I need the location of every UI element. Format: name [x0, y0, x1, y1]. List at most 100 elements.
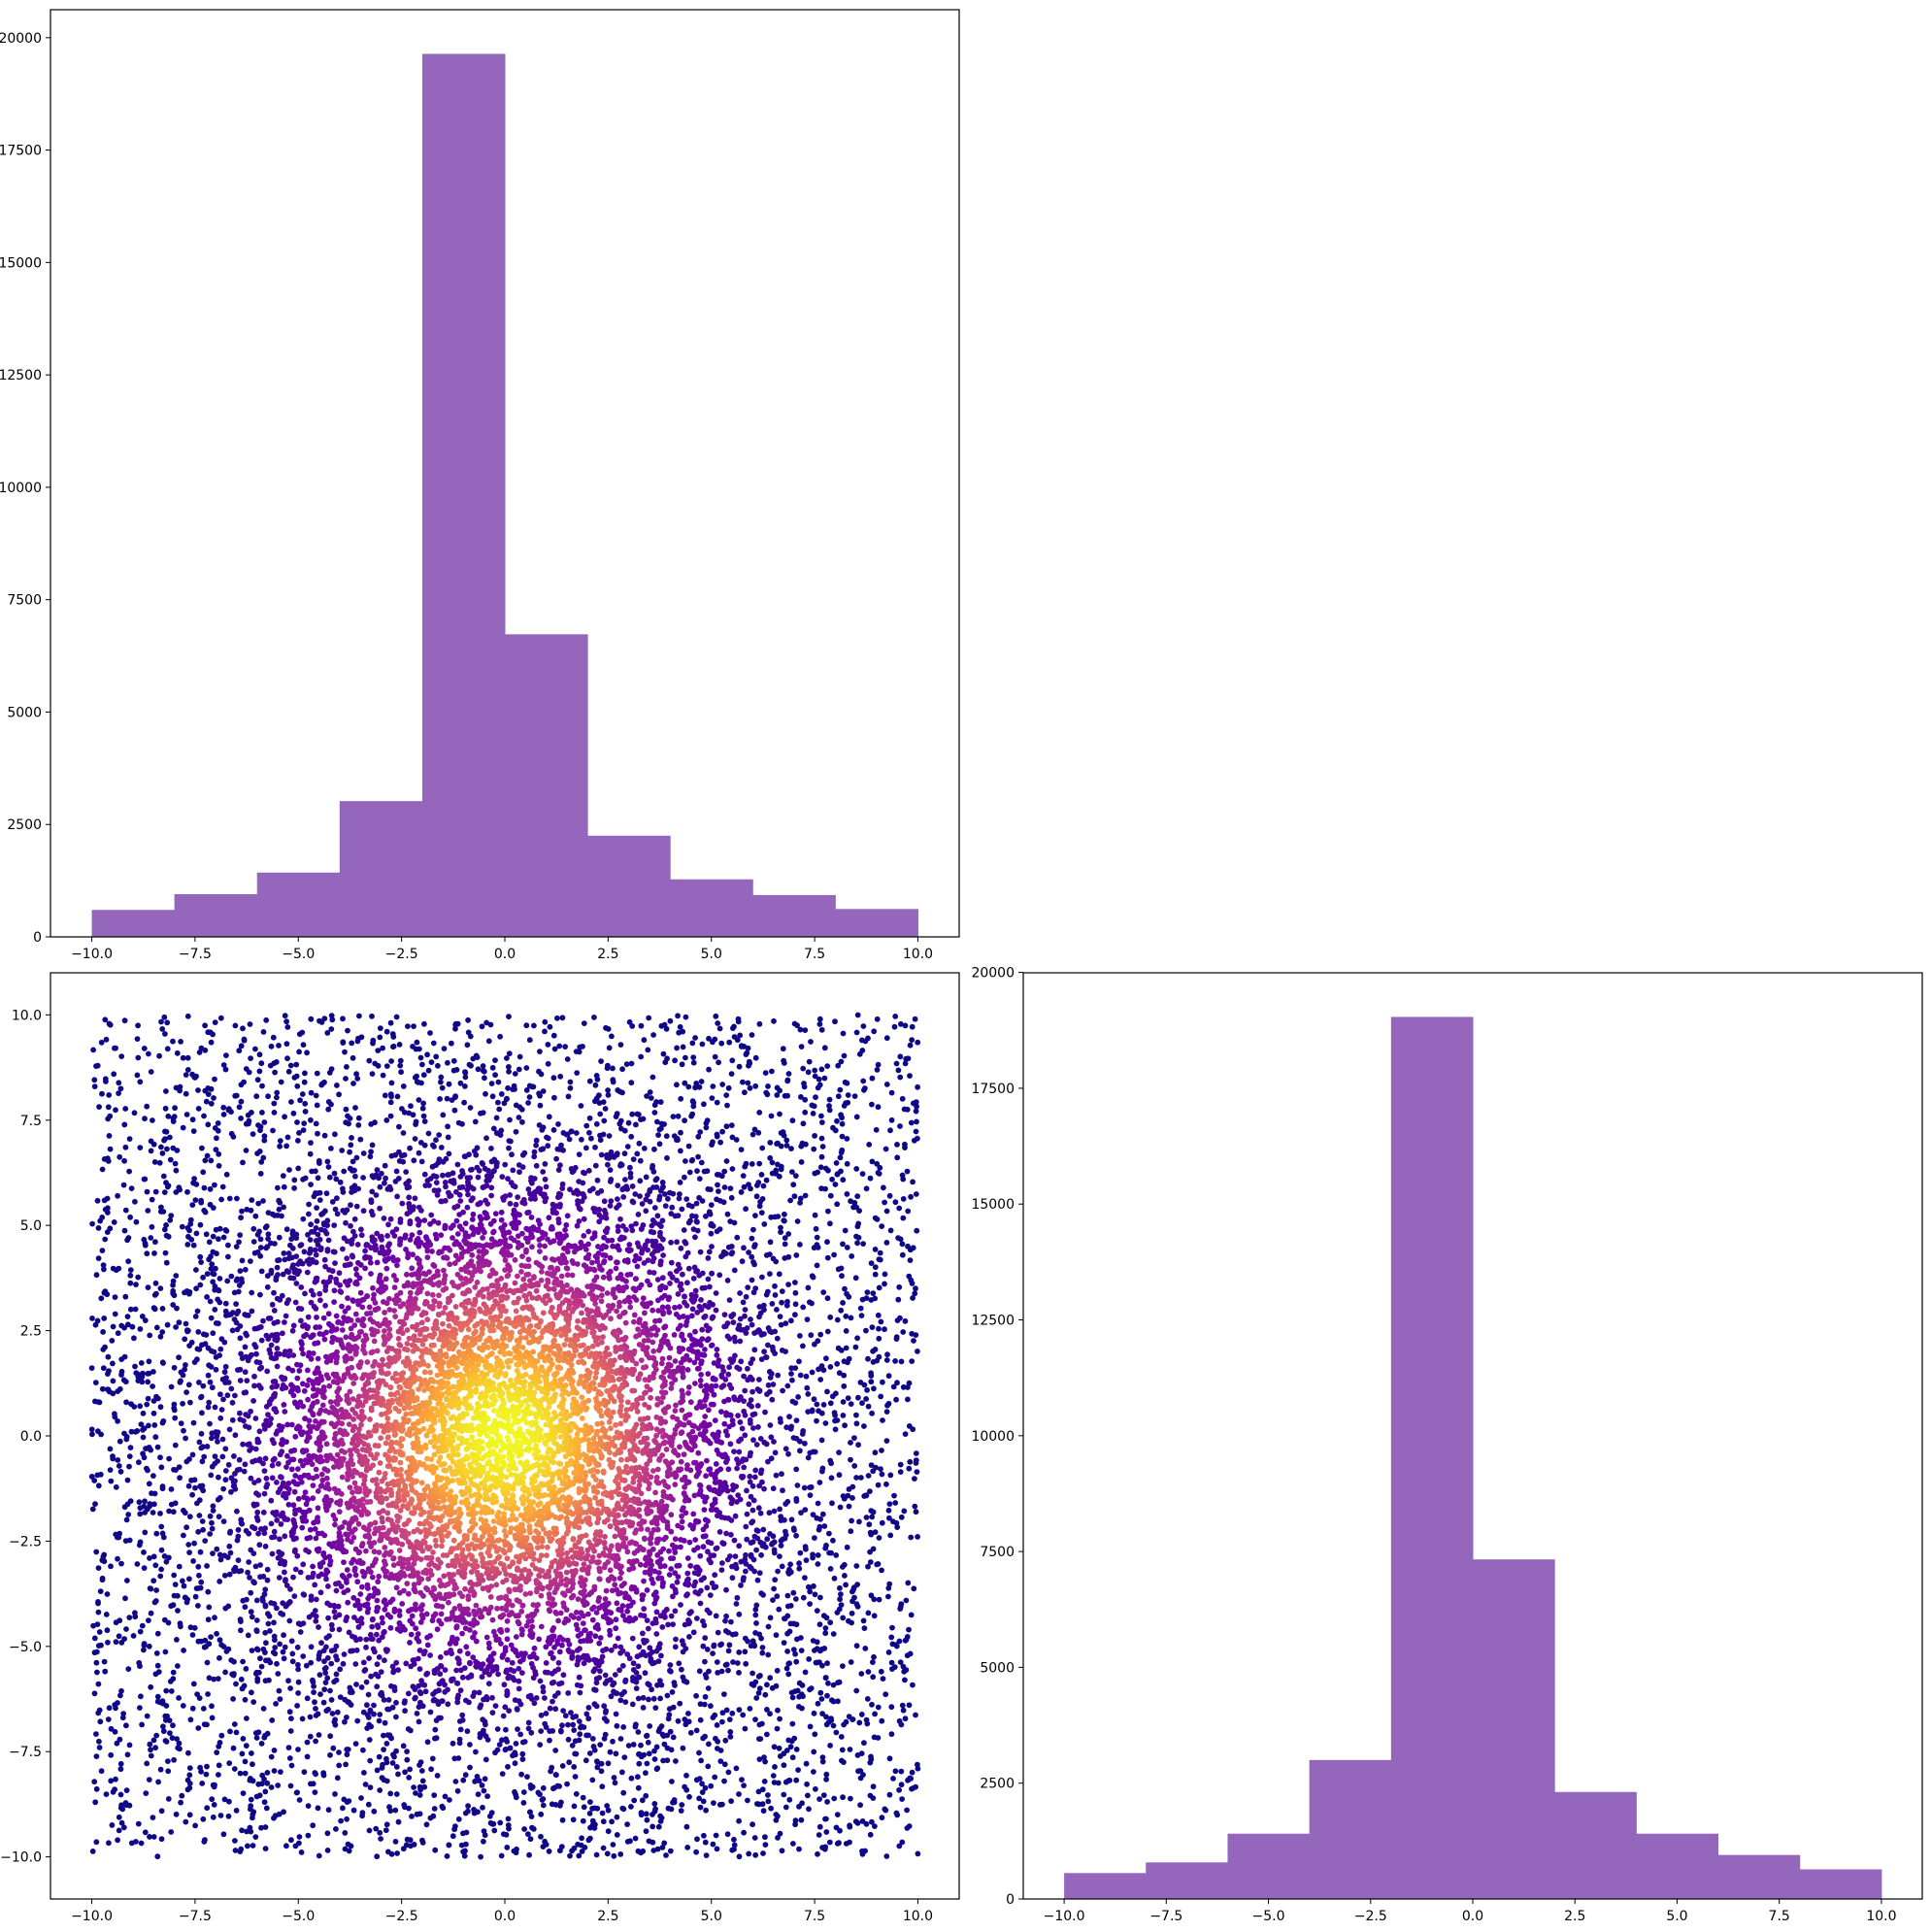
scatter-point: [123, 1516, 130, 1523]
scatter-point: [117, 1153, 123, 1160]
scatter-point: [112, 1728, 118, 1735]
scatter-point: [767, 1615, 774, 1621]
scatter-point: [875, 1312, 882, 1318]
scatter-point: [701, 1832, 707, 1839]
scatter-point: [182, 1366, 188, 1373]
scatter-point: [724, 1333, 731, 1340]
scatter-point: [685, 1219, 692, 1226]
scatter-point: [540, 1784, 547, 1791]
scatter-point: [427, 1709, 434, 1715]
scatter-point: [776, 1606, 782, 1613]
scatter-point: [350, 1807, 357, 1814]
scatter-point: [754, 1183, 760, 1188]
scatter-point: [840, 1663, 846, 1669]
scatter-point: [744, 1487, 749, 1494]
scatter-point: [699, 1284, 706, 1291]
scatter-point: [186, 1514, 193, 1520]
scatter-point: [104, 1291, 111, 1298]
scatter-point: [393, 1168, 400, 1175]
scatter-point: [743, 1523, 749, 1530]
scatter-point: [306, 1211, 312, 1217]
scatter-point: [685, 1143, 692, 1149]
scatter-point: [252, 1046, 258, 1052]
scatter-point: [802, 1096, 809, 1103]
scatter-point: [551, 1046, 558, 1052]
scatter-point: [871, 1028, 878, 1035]
scatter-point: [733, 1765, 740, 1772]
scatter-point: [153, 1650, 160, 1656]
scatter-point: [127, 1498, 134, 1504]
scatter-point: [560, 1708, 566, 1714]
scatter-point: [117, 1791, 124, 1798]
scatter-point: [861, 1493, 868, 1499]
scatter-point: [277, 1536, 283, 1543]
scatter-point: [217, 1015, 224, 1021]
scatter-point: [786, 1796, 793, 1803]
scatter-point: [841, 1052, 848, 1059]
scatter-point: [788, 1146, 794, 1151]
scatter-point: [229, 1416, 236, 1423]
scatter-point: [692, 1579, 699, 1585]
scatter-point: [150, 1510, 156, 1516]
scatter-point: [346, 1699, 351, 1705]
scatter-point: [141, 1454, 148, 1461]
scatter-point: [489, 1064, 496, 1071]
scatter-point: [796, 1704, 802, 1710]
scatter-point: [915, 1039, 921, 1046]
scatter-point: [248, 1258, 253, 1264]
scatter-point: [738, 1582, 744, 1588]
scatter-point: [564, 1781, 570, 1787]
scatter-point: [100, 1329, 106, 1335]
scatter-point: [805, 1284, 812, 1291]
scatter-point: [206, 1239, 213, 1246]
scatter-point: [533, 1142, 539, 1149]
scatter-point: [794, 1482, 801, 1488]
scatter-point: [108, 1778, 115, 1784]
scatter-point: [135, 1274, 142, 1281]
scatter-point: [331, 1249, 338, 1255]
scatter-point: [767, 1140, 774, 1146]
scatter-point: [223, 1052, 229, 1058]
scatter-point: [605, 1161, 611, 1168]
scatter-point: [142, 1176, 149, 1183]
scatter-point: [705, 1685, 712, 1691]
scatter-point: [106, 1705, 113, 1712]
scatter-point: [258, 1268, 265, 1275]
scatter-point: [317, 1691, 323, 1697]
scatter-point: [285, 1678, 291, 1684]
scatter-point: [911, 1100, 916, 1107]
scatter-point: [877, 1249, 883, 1256]
scatter-point: [571, 1803, 578, 1810]
scatter-point: [238, 1568, 245, 1574]
scatter-point: [702, 1635, 709, 1641]
scatter-point: [338, 1817, 344, 1824]
scatter-point: [644, 1760, 650, 1767]
scatter-point: [804, 1316, 811, 1322]
scatter-point: [764, 1731, 770, 1738]
scatter-point: [668, 1239, 674, 1246]
scatter-point: [837, 1154, 844, 1161]
scatter-point: [830, 1682, 837, 1688]
scatter-point: [894, 1524, 901, 1530]
scatter-point: [818, 1135, 825, 1142]
scatter-point: [265, 1093, 271, 1100]
scatter-point: [203, 1231, 210, 1238]
scatter-point: [617, 1697, 624, 1704]
scatter-point: [611, 1852, 617, 1859]
scatter-point: [699, 1789, 706, 1795]
scatter-point: [121, 1227, 128, 1234]
scatter-point: [462, 1074, 469, 1081]
scatter-point: [848, 1456, 853, 1463]
scatter-point: [141, 1046, 148, 1051]
scatter-point: [262, 1846, 269, 1851]
scatter-point: [152, 1745, 159, 1751]
scatter-point: [758, 1172, 765, 1178]
scatter-point: [242, 1604, 249, 1611]
scatter-point: [683, 1823, 690, 1830]
scatter-point: [558, 1680, 565, 1686]
scatter-point: [443, 1183, 449, 1190]
scatter-point: [253, 1093, 260, 1100]
scatter-point: [823, 1776, 829, 1782]
scatter-point: [854, 1335, 860, 1342]
scatter-point: [714, 1133, 720, 1140]
